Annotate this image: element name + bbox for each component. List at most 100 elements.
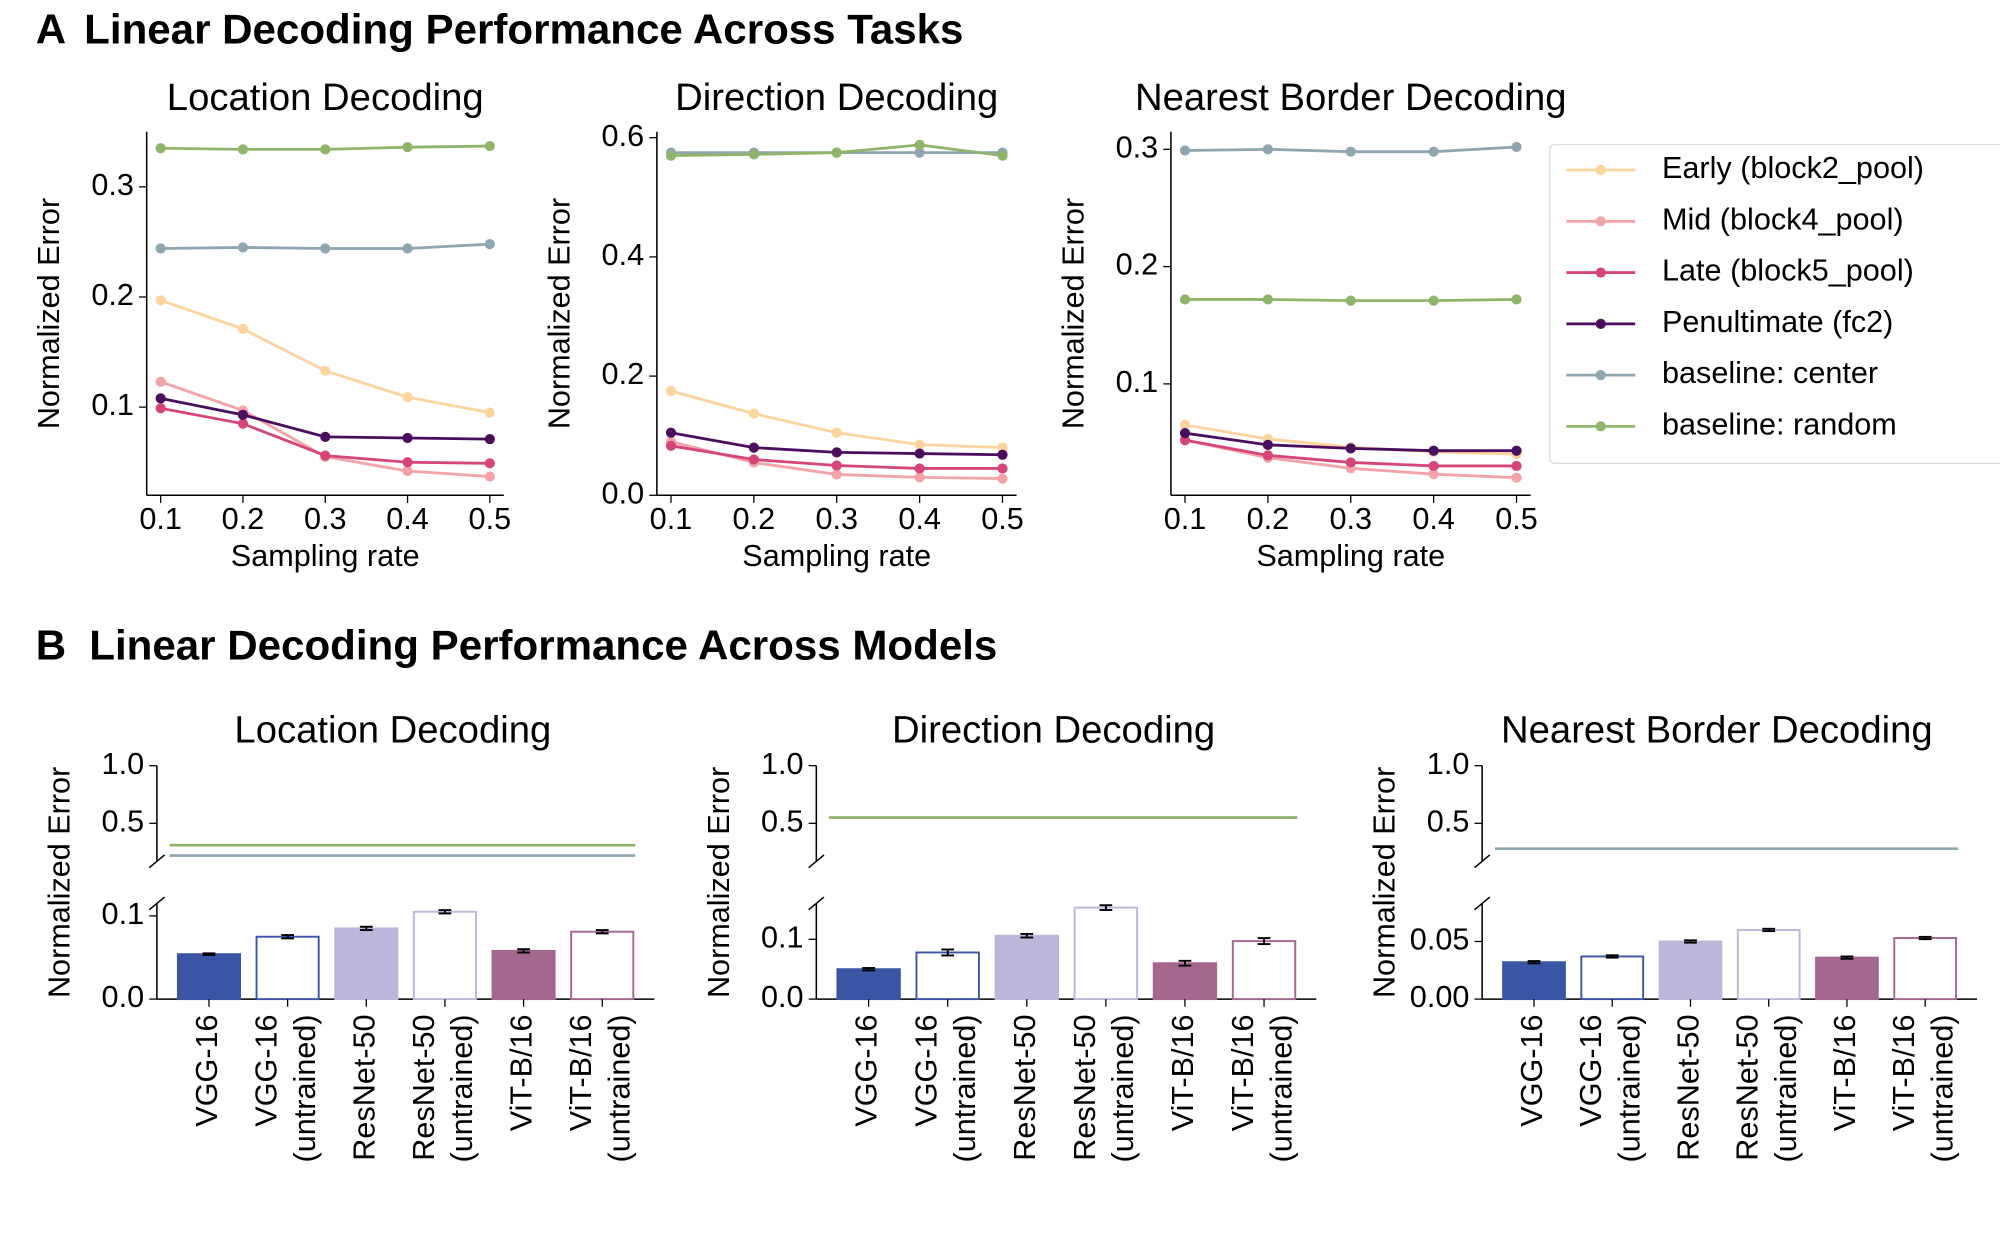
x-tick-label: (untrained) (1925, 1014, 1959, 1162)
point (831, 147, 842, 158)
error-bar (517, 948, 530, 954)
legend-marker (1595, 318, 1606, 329)
bar (1580, 955, 1645, 1001)
point (1428, 469, 1439, 480)
y-axis-label: Normalized Error (1368, 767, 1402, 998)
x-axis-label: Sampling rate (231, 539, 420, 573)
point (1428, 146, 1439, 157)
legend-label: Penultimate (fc2) (1662, 305, 1893, 339)
point (1345, 443, 1356, 454)
x-tick-label: ResNet-50 (1731, 1014, 1765, 1160)
bar (836, 968, 901, 1001)
point (748, 442, 759, 453)
legend-marker (1595, 370, 1606, 381)
x-axis-label: Sampling rate (742, 539, 931, 573)
y-tick-label: 0.1 (102, 897, 145, 931)
point (484, 140, 495, 152)
point (155, 403, 166, 414)
y-tick-label: 0.3 (91, 168, 134, 202)
x-tick-label: 0.2 (1247, 502, 1290, 536)
x-tick-label: 0.4 (898, 502, 941, 536)
x-tick-label: (untrained) (602, 1014, 636, 1162)
point (914, 439, 925, 450)
point (320, 144, 331, 155)
chart-title: Nearest Border Decoding (1135, 76, 1567, 119)
point (402, 457, 413, 468)
point (997, 442, 1008, 453)
point (831, 447, 842, 458)
x-tick-label: ViT-B/16 (1166, 1014, 1200, 1131)
point (155, 143, 166, 154)
axis-break (808, 896, 825, 911)
point (484, 407, 495, 418)
bar (334, 927, 399, 1001)
error-bar (595, 929, 609, 935)
x-tick-label: ViT-B/16 (505, 1014, 539, 1131)
error-bar (359, 925, 373, 932)
x-tick-label: 0.2 (733, 502, 776, 536)
point (237, 409, 249, 420)
point (914, 139, 925, 150)
y-axis-label: Normalized Error (702, 767, 736, 998)
x-tick-label: VGG-16 (850, 1014, 884, 1126)
y-tick-label: 0.00 (1410, 980, 1470, 1014)
legend-box (1549, 143, 2000, 465)
error-bar (1527, 960, 1541, 965)
point (484, 433, 495, 445)
point (1428, 445, 1439, 456)
point (1262, 450, 1273, 461)
axis-break (148, 896, 166, 911)
x-tick-label: ResNet-50 (1672, 1014, 1706, 1160)
error-bar (281, 934, 295, 940)
point (997, 473, 1008, 484)
point (1511, 460, 1522, 472)
x-tick-label: 0.1 (139, 502, 182, 536)
point (1345, 457, 1356, 468)
panel-title: Linear Decoding Performance Across Tasks (84, 5, 963, 52)
point (1428, 295, 1439, 306)
error-bar (862, 967, 875, 972)
y-tick-label: 0.5 (102, 804, 145, 838)
point (1428, 460, 1439, 472)
y-tick-label: 0.1 (91, 388, 134, 422)
x-tick-label: 0.5 (1495, 502, 1538, 536)
x-tick-label: 0.4 (386, 502, 429, 536)
point (402, 142, 413, 153)
y-axis-label: Normalized Error (542, 198, 576, 429)
x-tick-label: 0.5 (469, 502, 512, 536)
series-line (670, 389, 1003, 450)
legend-marker (1595, 421, 1606, 432)
y-tick-label: 0.1 (1116, 365, 1159, 399)
y-axis-label: Normalized Error (32, 198, 66, 429)
point (237, 418, 249, 429)
x-tick-label: ViT-B/16 (1226, 1014, 1260, 1131)
error-bar (438, 909, 452, 915)
x-tick-label: ResNet-50 (407, 1014, 441, 1160)
bar (412, 910, 477, 1001)
point (1262, 144, 1273, 155)
point (1179, 294, 1191, 305)
x-tick-label: 0.4 (1412, 502, 1455, 536)
point (914, 448, 925, 459)
point (665, 427, 677, 438)
x-tick-label: ViT-B/16 (1828, 1014, 1862, 1131)
point (831, 460, 842, 471)
y-tick-label: 0.05 (1410, 923, 1470, 957)
point (1345, 146, 1356, 157)
error-bar (1178, 959, 1192, 967)
x-tick-label: ResNet-50 (347, 1014, 381, 1160)
chart-title: Location Decoding (167, 76, 484, 119)
point (484, 458, 495, 469)
bar (994, 934, 1059, 1001)
error-bar (1918, 935, 1932, 941)
x-tick-label: VGG-16 (1574, 1014, 1608, 1126)
point (402, 392, 413, 403)
point (402, 243, 413, 254)
y-tick-label: 1.0 (102, 747, 145, 781)
x-tick-label: (untrained) (445, 1014, 479, 1162)
x-tick-label: 0.5 (981, 502, 1024, 536)
y-axis-label: Normalized Error (1056, 198, 1090, 429)
bar (915, 951, 980, 1001)
point (1179, 435, 1191, 446)
